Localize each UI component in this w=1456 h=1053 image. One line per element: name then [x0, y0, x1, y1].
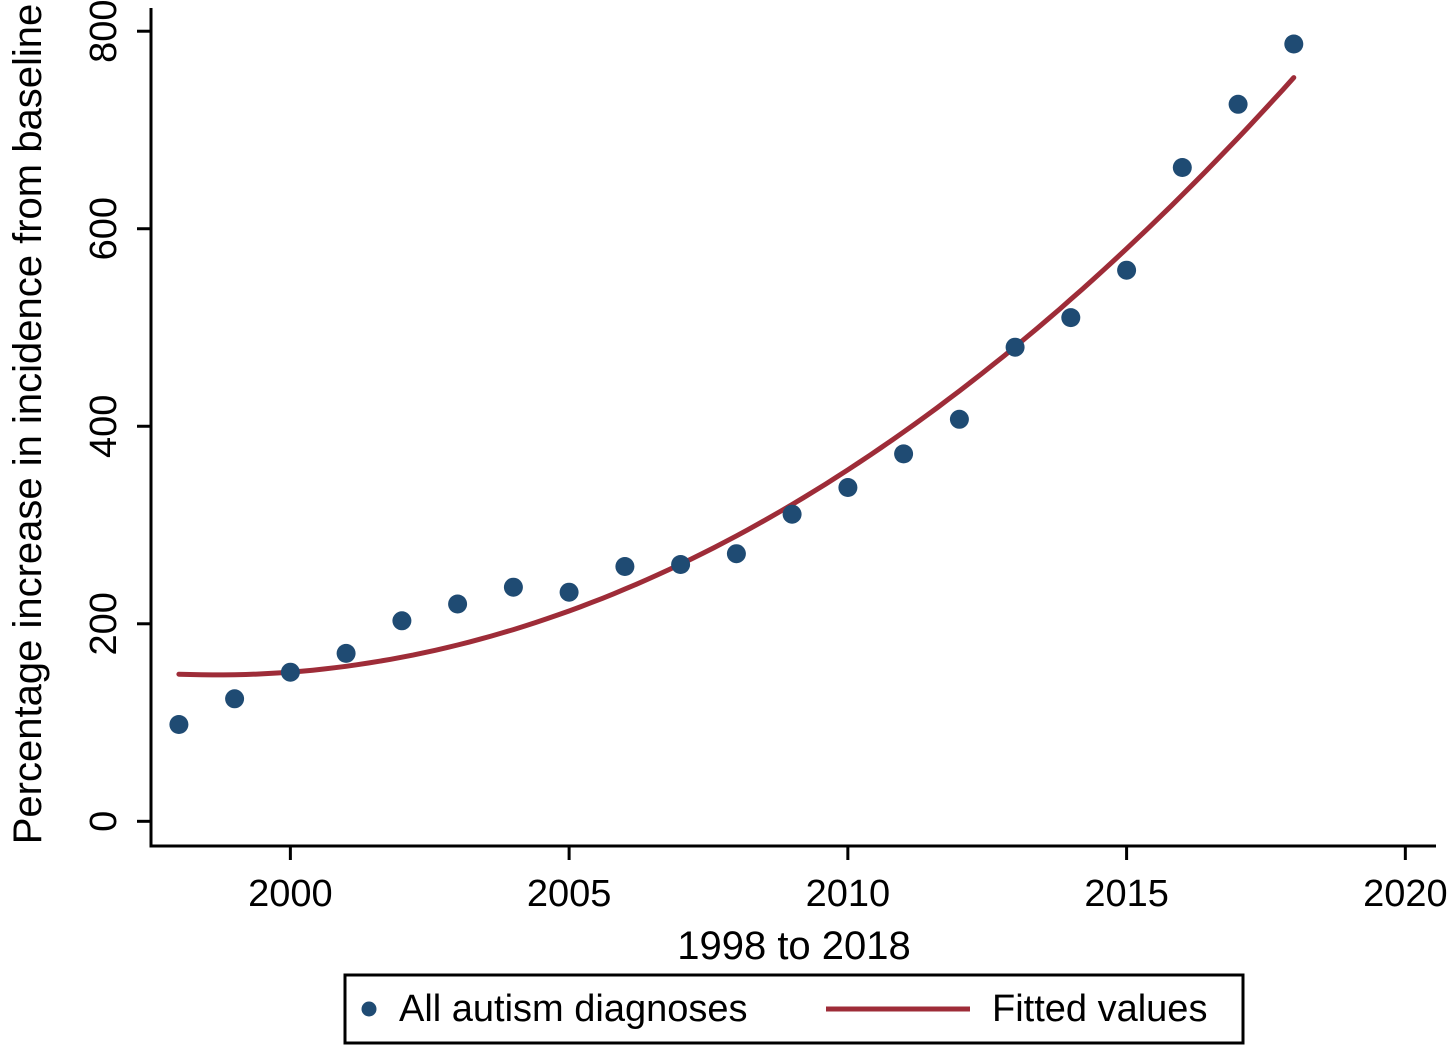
legend-box — [343, 973, 1245, 1045]
legend-label-line: Fitted values — [992, 988, 1207, 1030]
scatter-point — [392, 611, 412, 631]
scatter-point — [1172, 158, 1192, 177]
y-tick-label: 400 — [83, 395, 125, 458]
axes: 0 200 400 600 800 2000 2005 2010 2015 2020 1998 to… — [6, 0, 1448, 968]
scatter-point — [448, 594, 468, 614]
x-tick-label: 2005 — [527, 873, 612, 915]
legend-scatter-marker-icon — [361, 1001, 377, 1017]
scatter-point — [503, 577, 523, 597]
scatter-point — [336, 643, 356, 663]
x-tick-label: 2000 — [248, 873, 333, 915]
scatter-point — [615, 557, 635, 576]
y-tick-label: 0 — [83, 811, 125, 832]
scatter-point — [838, 478, 858, 497]
scatter-point — [782, 504, 802, 524]
y-tick-label: 800 — [83, 0, 125, 63]
y-tick-label: 600 — [83, 197, 125, 260]
legend-label-scatter: All autism diagnoses — [399, 988, 748, 1030]
x-tick-label: 2015 — [1084, 873, 1169, 915]
scatter-point — [280, 662, 300, 682]
scatter-point — [949, 409, 969, 429]
scatter-point — [1284, 34, 1304, 54]
legend: All autism diagnoses Fitted values — [343, 973, 1245, 1045]
scatter-point — [225, 689, 245, 709]
x-tick-label: 2010 — [806, 873, 891, 915]
scatter-point — [726, 544, 746, 564]
x-axis-title: 1998 to 2018 — [677, 924, 911, 968]
scatter-point — [1005, 337, 1025, 357]
x-tick-label: 2020 — [1363, 873, 1448, 915]
scatter-series — [169, 34, 1304, 734]
scatter-point — [1228, 94, 1248, 114]
y-tick-label: 200 — [83, 592, 125, 655]
scatter-point — [1117, 260, 1137, 280]
scatter-point — [671, 555, 691, 574]
scatter-point — [559, 582, 579, 602]
y-axis-title: Percentage increase in incidence from ba… — [6, 4, 50, 845]
scatter-point — [894, 444, 914, 464]
scatter-point — [1061, 308, 1081, 328]
fitted-line — [176, 75, 1297, 678]
scatter-point — [169, 715, 189, 734]
